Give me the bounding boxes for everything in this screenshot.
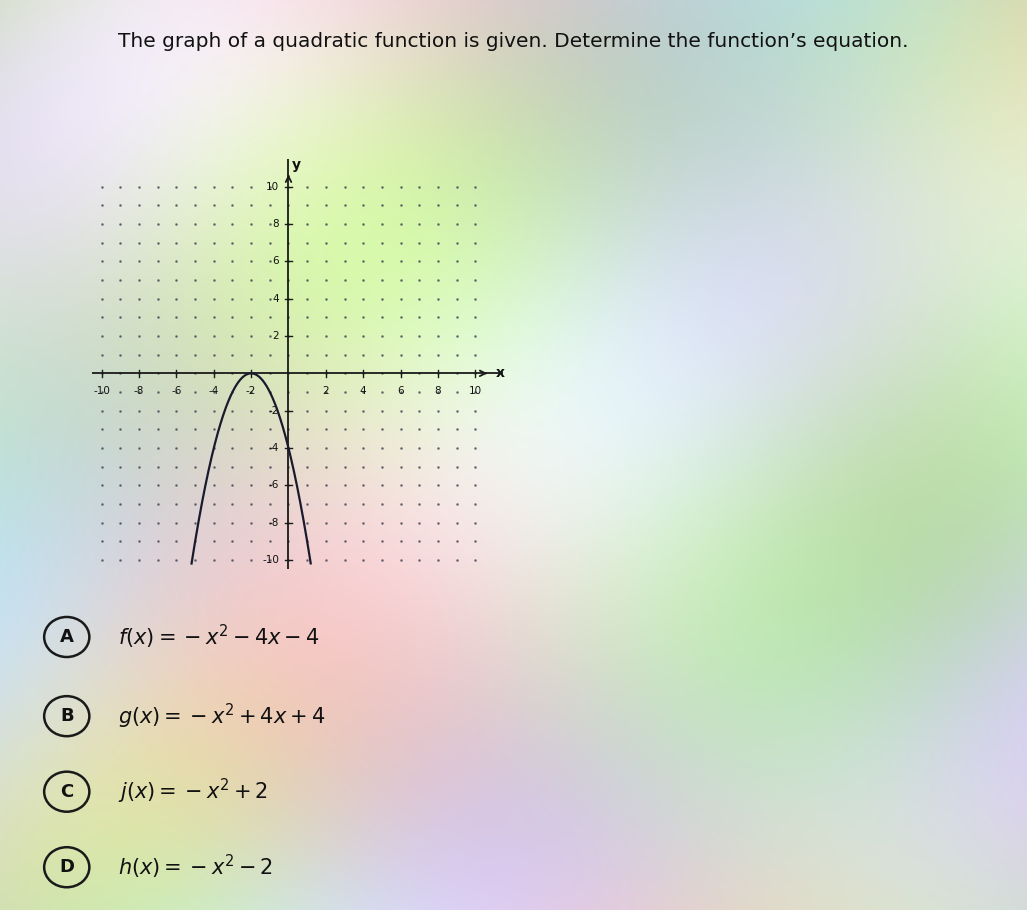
Text: -10: -10 <box>262 555 279 565</box>
Text: $h(x) = -x^2 - 2$: $h(x) = -x^2 - 2$ <box>118 854 273 881</box>
Text: 6: 6 <box>272 257 279 267</box>
Text: D: D <box>60 858 74 876</box>
Text: $j(x) = -x^2 + 2$: $j(x) = -x^2 + 2$ <box>118 777 268 806</box>
Text: -2: -2 <box>269 406 279 416</box>
Text: 2: 2 <box>322 387 329 397</box>
Text: 10: 10 <box>468 387 482 397</box>
Text: y: y <box>292 157 301 172</box>
Text: -4: -4 <box>208 387 219 397</box>
Text: x: x <box>496 367 504 380</box>
Text: -4: -4 <box>269 443 279 453</box>
Text: -8: -8 <box>134 387 145 397</box>
Text: -2: -2 <box>245 387 257 397</box>
Text: 4: 4 <box>359 387 367 397</box>
Text: -8: -8 <box>269 518 279 528</box>
Text: 8: 8 <box>434 387 442 397</box>
Text: $g(x) = -x^2 + 4x + 4$: $g(x) = -x^2 + 4x + 4$ <box>118 702 326 731</box>
Text: C: C <box>61 783 73 801</box>
Text: 8: 8 <box>272 219 279 229</box>
Text: -6: -6 <box>269 480 279 490</box>
Text: B: B <box>60 707 74 725</box>
Text: 6: 6 <box>397 387 404 397</box>
Text: A: A <box>60 628 74 646</box>
Text: 10: 10 <box>266 182 279 192</box>
Text: -10: -10 <box>93 387 110 397</box>
Text: -6: -6 <box>172 387 182 397</box>
Text: $f(x) = -x^2 - 4x - 4$: $f(x) = -x^2 - 4x - 4$ <box>118 623 319 651</box>
Text: The graph of a quadratic function is given. Determine the function’s equation.: The graph of a quadratic function is giv… <box>118 32 909 51</box>
Text: 2: 2 <box>272 331 279 341</box>
Text: 4: 4 <box>272 294 279 304</box>
